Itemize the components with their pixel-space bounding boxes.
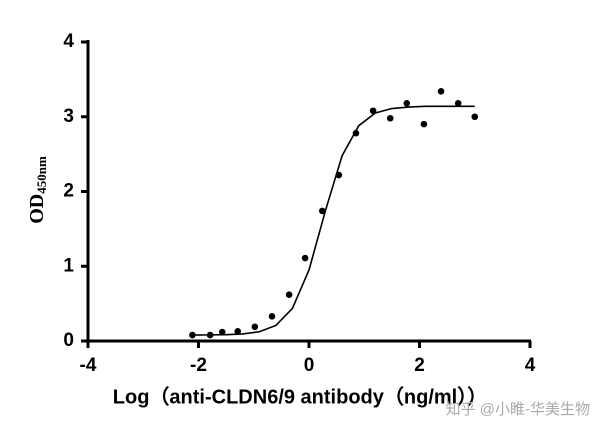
data-point: [369, 107, 377, 115]
x-tick-label: -2: [190, 355, 207, 376]
x-tick-label: -4: [80, 355, 97, 376]
data-point: [285, 291, 293, 298]
data-point: [335, 171, 343, 179]
data-point: [251, 323, 259, 331]
y-label-sub: 450nm: [34, 156, 49, 194]
data-point: [206, 331, 214, 339]
y-tick-label: 1: [63, 255, 74, 276]
y-label-main: OD: [26, 194, 48, 224]
watermark: 知乎 @小睢-华美生物: [446, 401, 590, 418]
data-point: [437, 88, 445, 95]
data-point: [386, 114, 394, 122]
x-axis-label: Log（anti-CLDN6/9 antibody（ng/ml））: [113, 385, 487, 408]
data-point: [454, 99, 462, 107]
data-point: [352, 129, 360, 137]
x-tick-label: 2: [414, 355, 425, 376]
data-point: [234, 327, 242, 335]
y-tick-label: 2: [63, 181, 74, 202]
data-point: [301, 254, 309, 262]
data-point: [420, 120, 428, 128]
data-point: [218, 328, 226, 336]
data-point: [471, 113, 479, 121]
y-tick-label: 4: [63, 31, 74, 52]
x-tick-label: 0: [304, 355, 315, 376]
y-tick-label: 3: [63, 106, 74, 127]
data-point: [318, 207, 326, 215]
data-point: [189, 331, 196, 339]
x-tick-label: 4: [525, 355, 536, 376]
y-tick-label: 0: [63, 330, 74, 351]
fit-curve: [192, 105, 475, 336]
data-point: [403, 99, 411, 107]
y-axis-label: OD450nm: [26, 156, 49, 224]
data-point: [268, 313, 276, 320]
